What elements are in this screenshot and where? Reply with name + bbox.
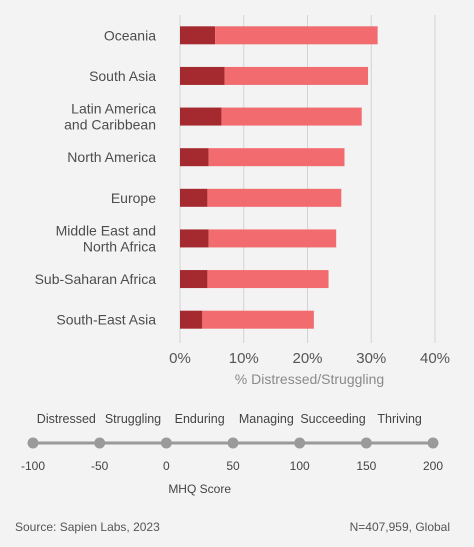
category-label: South-East Asia [56,312,156,328]
bar-struggling [224,66,369,85]
bar-struggling [208,148,345,167]
bar-distressed [180,188,208,207]
scale-tick-label: 200 [423,459,443,473]
mhq-scale: -100 -50 0 50 100 150 200 Distressed Struggling E… [21,412,443,496]
scale-tick-label: 150 [356,459,376,473]
scale-category-label: Succeeding [300,412,365,426]
scale-label: MHQ Score [168,482,231,496]
scale-category-label: Managing [239,412,294,426]
x-tick-label: 30% [356,350,386,367]
scale-dot [227,437,239,449]
x-axis-label: % Distressed/Struggling [235,371,384,387]
source-note: Source: Sapien Labs, 2023 [15,520,160,534]
scale-category-label: Distressed [37,412,96,426]
scale-dot [294,437,306,449]
scale-tick-label: 50 [226,459,240,473]
scale-tick-label: 100 [290,459,310,473]
scale-dot [160,437,172,449]
scale-dot [94,437,106,449]
bar-distressed [180,229,209,248]
category-label: and Caribbean [64,117,156,133]
bar-struggling [208,229,337,248]
bar-struggling [207,270,329,289]
bar-distressed [180,310,203,329]
scale-dot [27,437,39,449]
x-tick-label: 40% [420,350,450,367]
scale-category-label: Struggling [105,412,161,426]
scale-tick-label: -50 [91,459,109,473]
category-label: Middle East and [56,222,156,238]
bar-distressed [180,270,208,289]
category-label: North America [67,149,156,165]
scale-tick-label: -100 [21,459,45,473]
x-tick-label: 10% [229,350,259,367]
bar-struggling [202,310,314,329]
category-label: South Asia [89,68,156,84]
category-label: Sub-Saharan Africa [35,271,157,287]
scale-tick-label: 0 [163,459,170,473]
bar-distressed [180,26,216,45]
category-label: Europe [111,190,156,206]
category-label: North Africa [83,238,156,254]
category-label: Oceania [104,27,156,43]
scale-dot [427,437,439,449]
sample-size-note: N=407,959, Global [349,520,450,534]
x-tick-label: 0% [169,350,191,367]
bar-struggling [207,188,342,207]
bar-distressed [180,66,225,85]
scale-category-label: Enduring [175,412,225,426]
bar-struggling [215,26,378,45]
category-label: Latin America [71,101,156,117]
bar-distressed [180,148,209,167]
bar-distressed [180,107,222,126]
x-tick-label: 20% [292,350,322,367]
scale-dot [360,437,372,449]
scale-category-label: Thriving [377,412,422,426]
bar-struggling [221,107,362,126]
